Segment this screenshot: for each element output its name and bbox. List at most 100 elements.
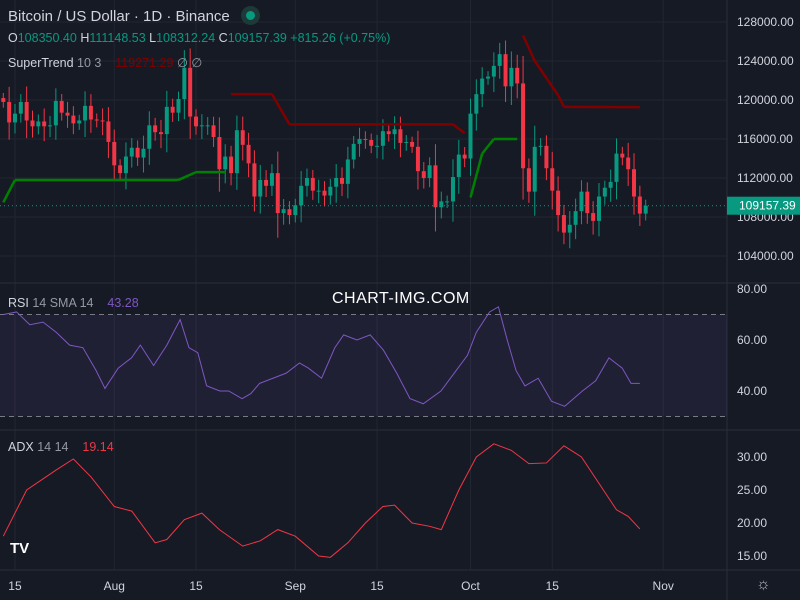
- title-text: Bitcoin / US Dollar · 1D · Binance: [8, 8, 230, 25]
- close-label: C: [218, 31, 228, 45]
- candle-body: [53, 100, 58, 126]
- rsi-params: 14 SMA 14: [32, 296, 94, 310]
- tradingview-logo-icon[interactable]: TV: [10, 540, 30, 557]
- candle-body: [410, 141, 415, 147]
- supertrend-legend[interactable]: SuperTrend 10 3 119271.29 ∅ ∅: [8, 55, 202, 70]
- supertrend-line: [2, 179, 17, 203]
- candle-body: [380, 131, 385, 146]
- supertrend-value: 119271.29: [115, 56, 174, 70]
- candle-body: [602, 187, 607, 197]
- candle-body: [252, 163, 257, 197]
- candle-body: [211, 125, 216, 138]
- candle-body: [515, 67, 520, 84]
- candle-body: [246, 144, 251, 164]
- candle-body: [94, 119, 99, 121]
- candle-body: [456, 154, 461, 178]
- supertrend-value2: ∅: [176, 56, 188, 70]
- candle-body: [591, 213, 596, 221]
- candle-body: [357, 139, 362, 144]
- candle-body: [129, 147, 134, 157]
- candle-body: [223, 156, 228, 170]
- candle-body: [12, 113, 17, 123]
- candle-body: [310, 178, 315, 191]
- candle-body: [632, 169, 637, 197]
- candle-body: [229, 156, 234, 174]
- symbol-title: Bitcoin / US Dollar · 1D · Binance: [8, 8, 255, 25]
- candle-body: [269, 173, 274, 186]
- candle-body: [258, 179, 263, 197]
- candle-body: [345, 159, 350, 184]
- rsi-legend[interactable]: RSI 14 SMA 14 43.28: [8, 296, 139, 310]
- candle-body: [240, 130, 245, 145]
- candle-body: [88, 105, 93, 120]
- candle-body: [83, 105, 88, 121]
- candle-body: [474, 94, 479, 114]
- candle-body: [579, 191, 584, 212]
- candle-body: [596, 196, 601, 221]
- candle-body: [36, 121, 41, 127]
- candle-body: [491, 65, 496, 77]
- candle-body: [293, 205, 298, 216]
- adx-legend[interactable]: ADX 14 14 19.14: [8, 440, 114, 454]
- rsi-band: [0, 314, 727, 417]
- candle-body: [486, 76, 491, 79]
- candle-body: [450, 177, 455, 202]
- open-label: O: [8, 31, 18, 45]
- candle-body: [281, 209, 286, 214]
- time-tick-label: 15: [189, 579, 203, 593]
- price-tick-label: 116000.00: [737, 132, 793, 146]
- candle-body: [392, 129, 397, 135]
- supertrend-line: [481, 138, 495, 155]
- open-value: 108350.40: [17, 31, 77, 45]
- supertrend-name: SuperTrend: [8, 56, 74, 70]
- time-tick-label: 15: [546, 579, 560, 593]
- candle-body: [614, 153, 619, 182]
- supertrend-params: 10 3: [77, 56, 102, 70]
- candle-body: [573, 211, 578, 225]
- high-value: 111148.53: [89, 31, 146, 45]
- candle-body: [48, 125, 53, 127]
- time-tick-label: Sep: [285, 579, 307, 593]
- candle-body: [427, 165, 432, 178]
- adx-value: 19.14: [82, 440, 114, 454]
- candle-body: [182, 67, 187, 100]
- candle-body: [620, 153, 625, 158]
- candle-body: [585, 191, 590, 214]
- adx-tick-label: 15.00: [737, 549, 767, 563]
- price-tick-label: 104000.00: [737, 249, 794, 263]
- rsi-tick-label: 80.00: [737, 282, 767, 296]
- candle-body: [188, 67, 193, 117]
- low-value: 108312.24: [156, 31, 216, 45]
- candle-body: [550, 168, 555, 191]
- candle-body: [561, 215, 566, 233]
- candle-body: [158, 132, 163, 135]
- candle-body: [147, 125, 152, 149]
- candle-body: [176, 99, 181, 113]
- time-tick-label: Aug: [104, 579, 125, 593]
- candle-body: [106, 121, 111, 142]
- candle-body: [503, 54, 508, 87]
- candle-body: [77, 120, 82, 124]
- candle-body: [7, 101, 12, 123]
- candle-body: [468, 113, 473, 159]
- candle-body: [328, 186, 333, 196]
- settings-icon[interactable]: ☼: [756, 576, 771, 593]
- supertrend-line: [452, 123, 466, 135]
- supertrend-line: [533, 60, 560, 96]
- candle-body: [340, 178, 345, 184]
- candle-body: [304, 178, 309, 186]
- adx-params: 14 14: [37, 440, 69, 454]
- candle-body: [24, 101, 29, 121]
- candle-body: [42, 121, 47, 127]
- candle-body: [199, 125, 204, 127]
- time-tick-label: Oct: [461, 579, 480, 593]
- candle-body: [433, 165, 438, 208]
- supertrend-line: [556, 94, 566, 108]
- candle-body: [404, 141, 409, 143]
- candle-body: [112, 141, 117, 166]
- adx-tick-label: 30.00: [737, 450, 767, 464]
- candle-body: [18, 101, 23, 114]
- candle-body: [521, 83, 526, 169]
- candle-body: [363, 139, 368, 140]
